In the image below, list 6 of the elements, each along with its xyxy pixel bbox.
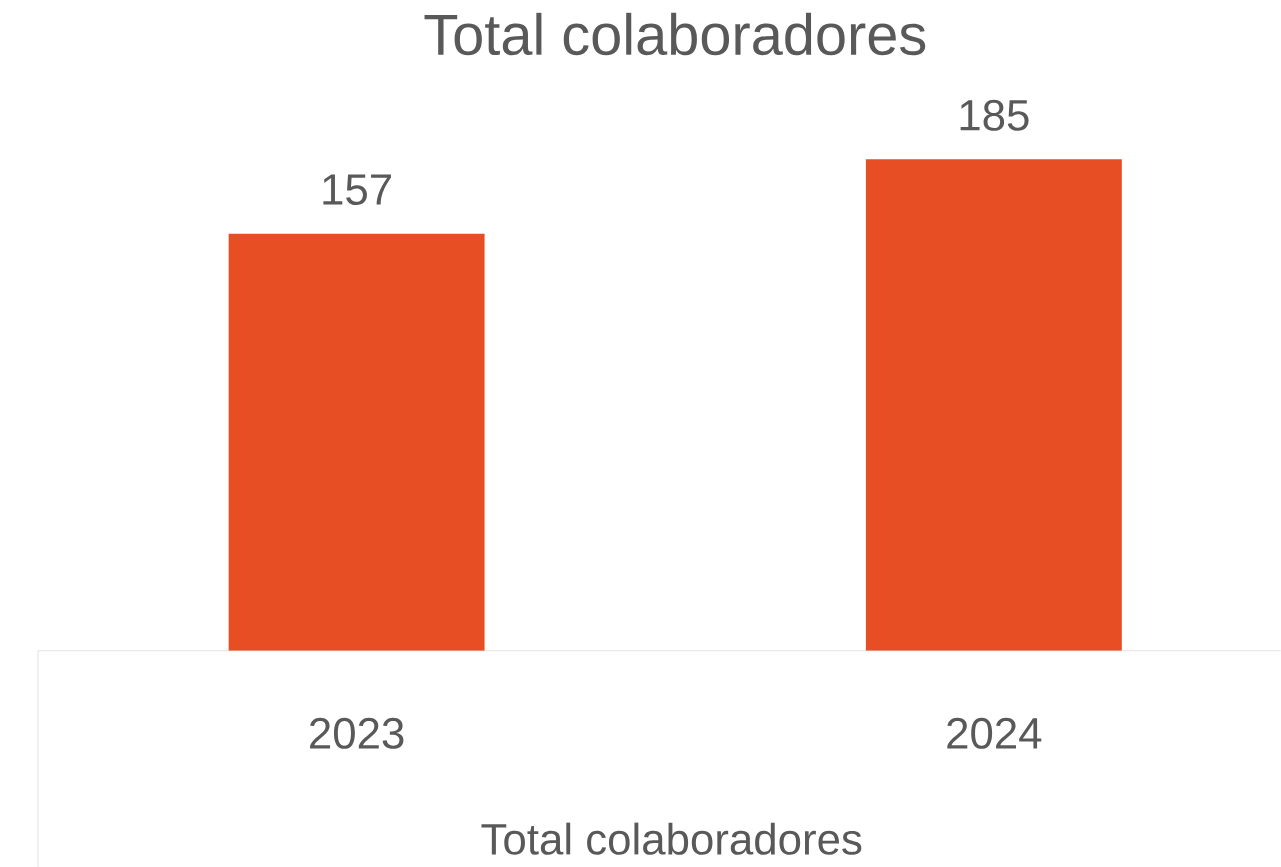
x-tick-label: 2024: [947, 717, 1042, 749]
data-label: 157: [323, 174, 391, 205]
x-tick-label: 2023: [310, 717, 404, 749]
chart-title: Total colaboradores: [424, 12, 926, 56]
data-label: 185: [960, 99, 1029, 131]
x-axis-title: Total colaboradores: [481, 822, 862, 855]
